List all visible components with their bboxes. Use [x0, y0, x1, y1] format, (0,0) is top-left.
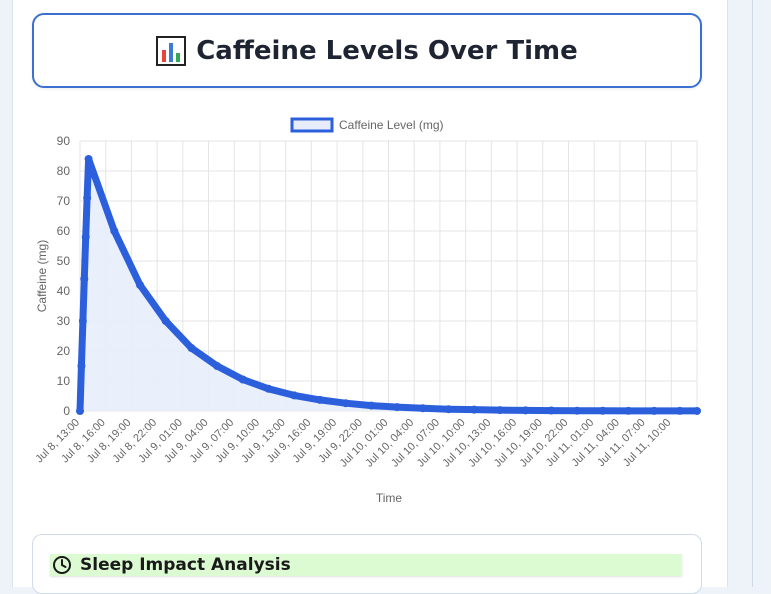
data-point — [77, 362, 86, 370]
y-tick-label: 20 — [57, 344, 71, 358]
data-point — [290, 391, 299, 400]
data-point — [547, 406, 556, 415]
data-point — [161, 317, 170, 325]
data-point — [470, 405, 479, 414]
data-point — [135, 281, 144, 289]
data-point — [213, 362, 222, 370]
y-tick-label: 30 — [57, 314, 71, 328]
sleep-impact-title: Sleep Impact Analysis — [80, 555, 291, 575]
y-tick-label: 40 — [57, 284, 71, 298]
x-axis-title: Time — [376, 491, 403, 505]
data-point — [521, 406, 530, 415]
data-point — [341, 399, 350, 408]
data-point — [624, 406, 633, 415]
data-point — [78, 317, 87, 325]
data-point — [418, 404, 427, 413]
y-tick-label: 50 — [57, 254, 71, 268]
data-point — [84, 155, 93, 163]
y-tick-label: 90 — [57, 134, 71, 148]
data-point — [83, 194, 92, 202]
data-point — [495, 406, 504, 415]
data-point — [264, 384, 273, 393]
data-point — [693, 406, 701, 415]
bar-chart-icon — [156, 35, 187, 66]
y-axis-title: Caffeine (mg) — [35, 240, 49, 312]
data-point — [573, 406, 582, 415]
data-point — [393, 403, 402, 412]
data-point — [598, 406, 607, 415]
title-card: Caffeine Levels Over Time — [32, 13, 702, 88]
sleep-impact-header: Sleep Impact Analysis — [50, 554, 682, 576]
legend-swatch — [290, 117, 334, 133]
data-point — [315, 395, 324, 404]
right-scroll-track[interactable] — [752, 0, 771, 587]
data-point — [367, 401, 376, 410]
y-tick-label: 70 — [57, 194, 71, 208]
legend-label: Caffeine Level (mg) — [339, 118, 444, 132]
data-point — [110, 227, 119, 235]
y-tick-label: 60 — [57, 224, 71, 238]
series-area-fill — [80, 159, 697, 411]
data-point — [76, 407, 84, 415]
y-tick-label: 0 — [63, 404, 70, 418]
y-tick-label: 80 — [57, 164, 71, 178]
data-point — [81, 233, 90, 241]
data-point — [650, 406, 659, 415]
data-point — [444, 405, 453, 414]
data-point — [187, 344, 196, 352]
clock-icon — [52, 555, 72, 575]
y-tick-label: 10 — [57, 374, 71, 388]
page-title: Caffeine Levels Over Time — [196, 35, 578, 66]
data-point — [675, 406, 684, 415]
data-point — [238, 375, 247, 384]
data-point — [80, 275, 89, 283]
